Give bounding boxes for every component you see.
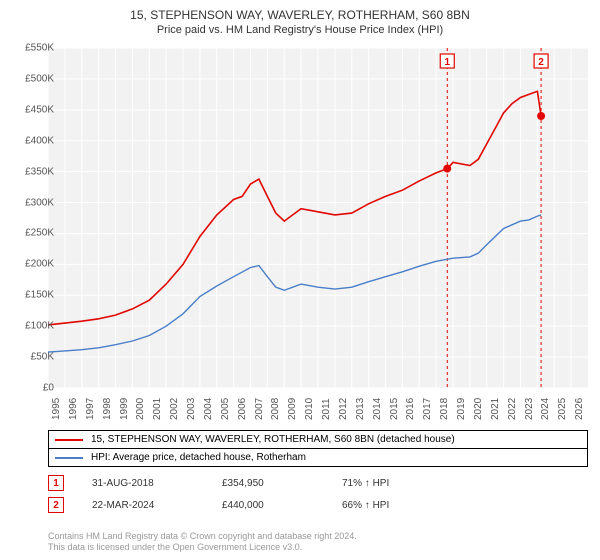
y-axis-tick-label: £550K [25, 43, 54, 54]
x-axis-tick-label: 2016 [405, 398, 416, 420]
x-axis-tick-label: 1997 [85, 398, 96, 420]
table-row: 2 22-MAR-2024 £440,000 66% ↑ HPI [48, 494, 462, 516]
x-axis-tick-label: 2002 [169, 398, 180, 420]
x-axis-tick-label: 1998 [102, 398, 113, 420]
legend-swatch [55, 457, 83, 459]
x-axis-tick-label: 2006 [237, 398, 248, 420]
x-axis-tick-label: 2009 [287, 398, 298, 420]
x-axis-tick-label: 2007 [254, 398, 265, 420]
y-axis-tick-label: £300K [25, 197, 54, 208]
y-axis-tick-label: £150K [25, 290, 54, 301]
sale-price: £440,000 [222, 500, 342, 511]
legend-item-property: 15, STEPHENSON WAY, WAVERLEY, ROTHERHAM,… [49, 431, 587, 448]
chart-svg: 12 [48, 48, 588, 388]
sale-hpi: 71% ↑ HPI [342, 478, 462, 489]
y-axis-tick-label: £250K [25, 228, 54, 239]
x-axis-tick-label: 2000 [135, 398, 146, 420]
x-axis-tick-label: 1996 [68, 398, 79, 420]
x-axis-tick-label: 2011 [321, 398, 332, 420]
y-axis-tick-label: £0 [43, 383, 54, 394]
y-axis-tick-label: £350K [25, 166, 54, 177]
sale-hpi: 66% ↑ HPI [342, 500, 462, 511]
y-axis-tick-label: £200K [25, 259, 54, 270]
sale-date: 22-MAR-2024 [92, 500, 222, 511]
x-axis-tick-label: 2004 [203, 398, 214, 420]
x-axis-tick-label: 2012 [338, 398, 349, 420]
x-axis-tick-label: 2024 [540, 398, 551, 420]
x-axis-tick-label: 2010 [304, 398, 315, 420]
x-axis-tick-label: 2023 [524, 398, 535, 420]
chart-plot-area: 12 [48, 48, 588, 388]
y-axis-tick-label: £100K [25, 321, 54, 332]
legend-label: 15, STEPHENSON WAY, WAVERLEY, ROTHERHAM,… [91, 434, 455, 445]
x-axis-tick-label: 2005 [220, 398, 231, 420]
y-axis-tick-label: £450K [25, 104, 54, 115]
x-axis-tick-label: 2013 [355, 398, 366, 420]
table-row: 1 31-AUG-2018 £354,950 71% ↑ HPI [48, 472, 462, 494]
footnote-line: This data is licensed under the Open Gov… [48, 542, 357, 554]
x-axis-tick-label: 1995 [51, 398, 62, 420]
x-axis-tick-label: 2017 [422, 398, 433, 420]
sale-date: 31-AUG-2018 [92, 478, 222, 489]
x-axis-tick-label: 2021 [490, 398, 501, 420]
sale-marker-icon: 2 [48, 497, 64, 513]
y-axis-tick-label: £500K [25, 73, 54, 84]
x-axis-tick-label: 2014 [372, 398, 383, 420]
x-axis-tick-label: 2018 [439, 398, 450, 420]
x-axis-tick-label: 2001 [152, 398, 163, 420]
sale-price: £354,950 [222, 478, 342, 489]
legend: 15, STEPHENSON WAY, WAVERLEY, ROTHERHAM,… [48, 430, 588, 467]
page-title: 15, STEPHENSON WAY, WAVERLEY, ROTHERHAM,… [0, 0, 600, 22]
y-axis-tick-label: £400K [25, 135, 54, 146]
x-axis-tick-label: 2020 [473, 398, 484, 420]
x-axis-tick-label: 2026 [574, 398, 585, 420]
x-axis-tick-label: 2003 [186, 398, 197, 420]
sale-marker-icon: 1 [48, 475, 64, 491]
sales-table: 1 31-AUG-2018 £354,950 71% ↑ HPI 2 22-MA… [48, 472, 462, 516]
page-subtitle: Price paid vs. HM Land Registry's House … [0, 22, 600, 36]
svg-text:1: 1 [444, 57, 450, 68]
x-axis-tick-label: 2015 [389, 398, 400, 420]
x-axis-tick-label: 2008 [270, 398, 281, 420]
x-axis-tick-label: 2025 [557, 398, 568, 420]
footnote-line: Contains HM Land Registry data © Crown c… [48, 531, 357, 543]
legend-swatch [55, 439, 83, 441]
x-axis-tick-label: 2019 [456, 398, 467, 420]
y-axis-tick-label: £50K [31, 352, 54, 363]
footnote: Contains HM Land Registry data © Crown c… [48, 531, 357, 554]
svg-text:2: 2 [538, 57, 544, 68]
legend-label: HPI: Average price, detached house, Roth… [91, 452, 306, 463]
x-axis-tick-label: 2022 [507, 398, 518, 420]
x-axis-tick-label: 1999 [119, 398, 130, 420]
legend-item-hpi: HPI: Average price, detached house, Roth… [49, 448, 587, 466]
